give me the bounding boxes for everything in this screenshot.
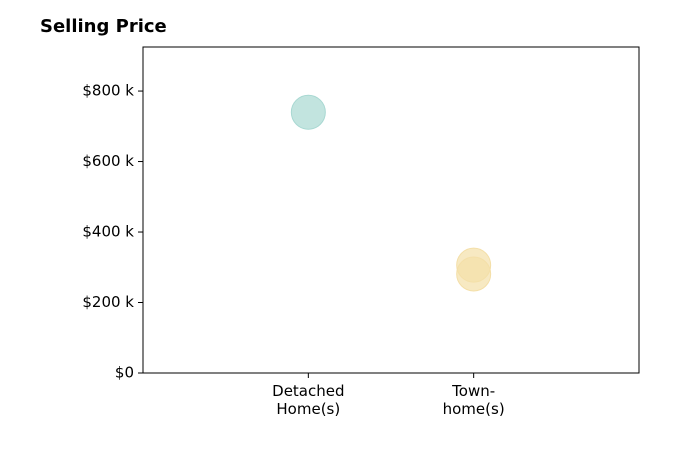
y-tick-label: $200 k (82, 293, 134, 311)
y-tick-label: $800 k (82, 82, 134, 100)
x-tick-label: Town- home(s) (442, 382, 505, 418)
y-tick-label: $600 k (82, 152, 134, 170)
x-tick-label: Detached Home(s) (272, 382, 345, 418)
plot-frame (142, 46, 640, 374)
point (456, 256, 492, 292)
y-tick-label: $0 (115, 364, 134, 382)
point (290, 94, 326, 130)
y-tick-label: $400 k (82, 223, 134, 241)
chart-title: Selling Price (40, 16, 167, 37)
